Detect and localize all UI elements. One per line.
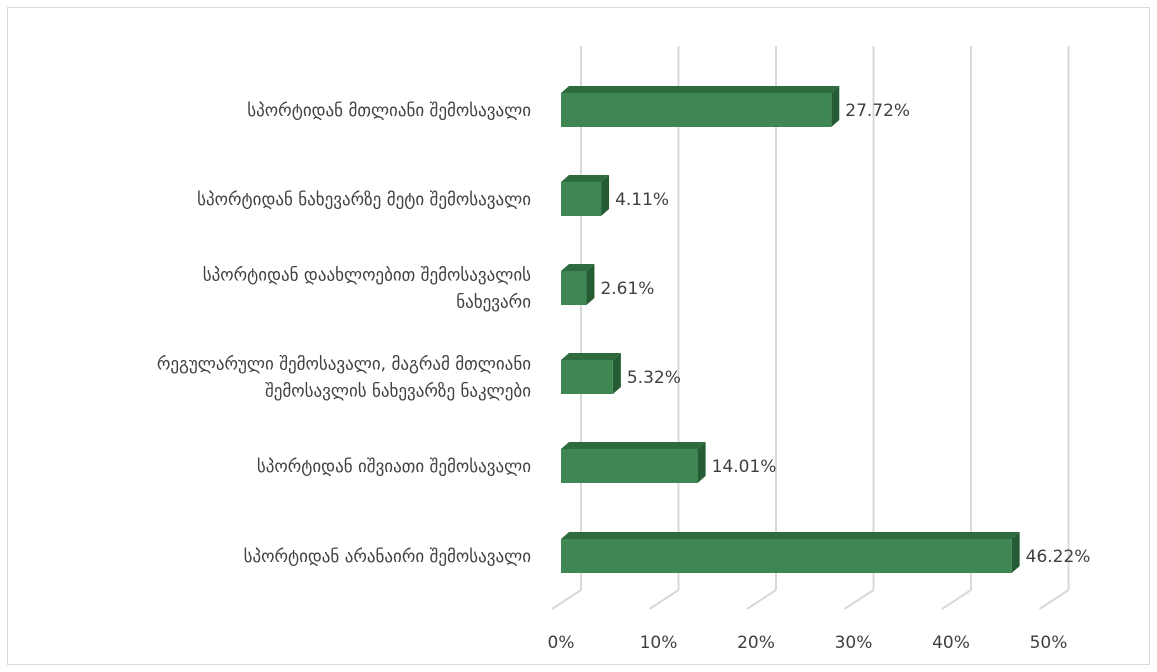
category-label: რეგულარული შემოსავალი, მაგრამ მთლიანი შემ… (157, 355, 531, 402)
bar (561, 539, 1012, 573)
data-label: 27.72% (845, 101, 910, 121)
bar (561, 271, 587, 305)
bar (561, 360, 613, 394)
data-label: 2.61% (600, 279, 654, 299)
data-label: 14.01% (712, 457, 777, 477)
bar-side-face (1011, 532, 1020, 573)
category-label: სპორტიდან არანაირი შემოსავალი (244, 547, 531, 567)
bar-side-face (697, 442, 706, 483)
data-label: 46.22% (1026, 547, 1091, 567)
gridline-floor (551, 589, 582, 610)
bar-top-face (561, 353, 621, 360)
gridline-floor (843, 589, 875, 610)
category-label: სპორტიდან მთლიანი შემოსავალი (247, 101, 531, 121)
x-tick-label: 0% (548, 633, 575, 653)
bar (561, 93, 832, 127)
x-tick-label: 50% (1030, 633, 1068, 653)
x-tick-label: 20% (737, 633, 775, 653)
grid-layer (551, 46, 1070, 610)
category-label: სპორტიდან ნახევარზე მეტი შემოსავალი (197, 190, 531, 210)
label-layer: 27.72% სპორტიდან მთლიანი შემოსავალი 4.11% ს… (157, 101, 1091, 567)
data-label: 4.11% (615, 190, 669, 210)
gridline-floor (746, 589, 777, 610)
bar-top-face (561, 264, 595, 271)
data-label: 5.32% (627, 368, 681, 388)
x-axis-ticks: 0% 10% 20% 30% 40% 50% (548, 633, 1068, 653)
bar-side-face (586, 264, 595, 305)
x-tick-label: 40% (932, 633, 970, 653)
gridline-floor (941, 589, 972, 610)
bar-top-face (561, 86, 840, 93)
category-label: სპორტიდან იშვიათი შემოსავალი (257, 457, 531, 477)
bar-top-face (561, 175, 610, 182)
gridline-floor (648, 589, 680, 610)
bar-top-face (561, 442, 706, 449)
bar-layer (561, 86, 1020, 573)
x-tick-label: 10% (640, 633, 678, 653)
gridline-floor (1038, 589, 1070, 610)
bar-side-face (601, 175, 610, 216)
bar (561, 182, 602, 216)
bar (561, 449, 698, 483)
category-label: სპორტიდან დაახლოებით შემოსავალის ნახევარი (203, 266, 531, 313)
x-tick-label: 30% (835, 633, 873, 653)
bar-side-face (831, 86, 840, 127)
bar-side-face (612, 353, 621, 394)
bar-top-face (561, 532, 1020, 539)
